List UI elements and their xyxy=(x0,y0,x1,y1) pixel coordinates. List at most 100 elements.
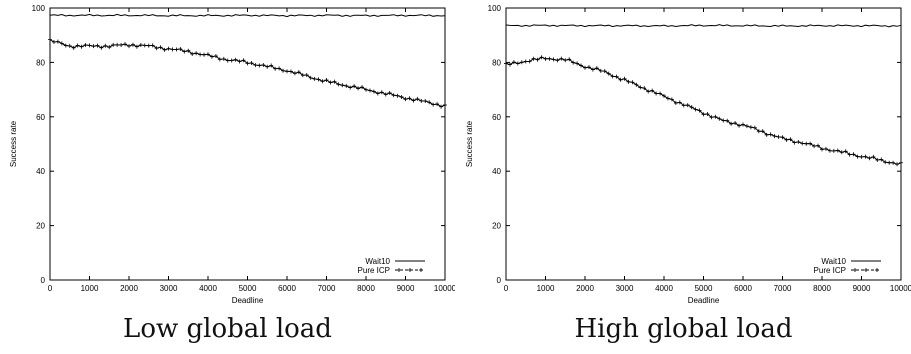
data-point-pure-icp xyxy=(134,44,139,49)
x-tick-label: 0 xyxy=(504,284,509,293)
data-point-pure-icp xyxy=(859,154,864,159)
data-point-pure-icp xyxy=(312,76,317,81)
data-point-pure-icp xyxy=(823,146,828,151)
y-tick-label: 100 xyxy=(488,4,502,13)
data-point-pure-icp xyxy=(55,39,60,44)
data-point-pure-icp xyxy=(887,160,892,165)
data-point-pure-icp xyxy=(563,58,568,63)
data-point-pure-icp xyxy=(792,140,797,145)
data-point-pure-icp xyxy=(316,77,321,82)
x-tick-label: 5000 xyxy=(239,284,257,293)
data-point-pure-icp xyxy=(127,44,131,49)
x-tick-label: 2000 xyxy=(576,284,594,293)
data-point-pure-icp xyxy=(419,98,424,103)
data-point-pure-icp xyxy=(435,102,440,107)
data-point-pure-icp xyxy=(383,92,388,97)
x-tick-label: 5000 xyxy=(695,284,713,293)
data-point-pure-icp xyxy=(202,52,207,57)
data-point-pure-icp xyxy=(178,47,183,52)
data-point-pure-icp xyxy=(575,61,580,66)
data-point-pure-icp xyxy=(744,124,749,129)
data-point-pure-icp xyxy=(146,43,151,48)
y-tick-label: 100 xyxy=(32,4,46,13)
x-tick-label: 1000 xyxy=(537,284,555,293)
data-point-pure-icp xyxy=(863,154,868,159)
x-tick-label: 0 xyxy=(48,284,53,293)
data-point-pure-icp xyxy=(356,86,361,91)
data-point-pure-icp xyxy=(225,58,230,63)
data-point-pure-icp xyxy=(630,80,635,85)
data-point-pure-icp xyxy=(772,134,777,139)
data-point-pure-icp xyxy=(701,112,706,117)
data-point-pure-icp xyxy=(95,43,100,48)
data-point-pure-icp xyxy=(642,86,647,91)
data-point-pure-icp xyxy=(336,82,341,87)
data-point-pure-icp xyxy=(48,37,52,42)
caption-low-load: Low global load xyxy=(123,314,332,344)
x-tick-label: 8000 xyxy=(813,284,831,293)
data-point-pure-icp xyxy=(324,77,329,82)
data-point-pure-icp xyxy=(780,135,785,140)
data-point-pure-icp xyxy=(375,91,380,96)
data-point-pure-icp xyxy=(768,132,773,137)
data-point-pure-icp xyxy=(174,47,179,52)
data-point-pure-icp xyxy=(198,52,203,57)
data-point-pure-icp xyxy=(285,69,289,74)
data-point-pure-icp xyxy=(103,43,108,48)
data-point-pure-icp xyxy=(123,42,128,47)
data-point-pure-icp xyxy=(867,156,872,161)
data-point-pure-icp xyxy=(697,108,702,113)
data-point-pure-icp xyxy=(879,157,884,162)
legend-marker-cross xyxy=(397,268,401,272)
data-point-pure-icp xyxy=(138,43,143,48)
data-point-pure-icp xyxy=(415,96,420,101)
x-tick-label: 2000 xyxy=(120,284,138,293)
data-point-pure-icp xyxy=(352,84,357,89)
data-point-pure-icp xyxy=(729,121,734,126)
legend-label: Pure ICP xyxy=(814,266,846,275)
data-point-pure-icp xyxy=(190,51,195,56)
x-tick-label: 10000 xyxy=(434,284,455,293)
data-point-pure-icp xyxy=(650,88,655,93)
data-point-pure-icp xyxy=(296,70,301,75)
data-point-pure-icp xyxy=(733,120,738,125)
data-point-pure-icp xyxy=(788,137,793,142)
data-point-pure-icp xyxy=(245,61,250,66)
x-tick-label: 6000 xyxy=(734,284,752,293)
data-point-pure-icp xyxy=(705,112,710,117)
data-point-pure-icp xyxy=(507,62,512,67)
data-point-pure-icp xyxy=(206,52,210,57)
x-tick-label: 4000 xyxy=(199,284,217,293)
data-point-pure-icp xyxy=(614,74,619,79)
data-point-pure-icp xyxy=(567,57,572,62)
data-point-pure-icp xyxy=(776,134,781,139)
chart-panel-low-load: 0 1000 2000 3000 4000 5000 6000 7000 8000 9000 100… xyxy=(0,0,455,354)
data-point-pure-icp xyxy=(725,118,730,123)
data-point-pure-icp xyxy=(796,139,801,144)
legend-label: Pure ICP xyxy=(358,266,390,275)
data-point-pure-icp xyxy=(784,137,789,142)
chart-low-load: 0 1000 2000 3000 4000 5000 6000 7000 8000 9000 100… xyxy=(9,4,455,305)
data-point-pure-icp xyxy=(348,85,353,90)
data-point-pure-icp xyxy=(713,114,718,119)
data-point-pure-icp xyxy=(119,43,124,48)
data-point-pure-icp xyxy=(269,63,274,68)
x-axis-label: Deadline xyxy=(232,296,264,305)
data-point-pure-icp xyxy=(752,125,757,130)
data-point-pure-icp xyxy=(166,46,171,51)
data-point-pure-icp xyxy=(150,43,155,48)
data-point-pure-icp xyxy=(241,58,246,63)
y-tick-label: 80 xyxy=(36,58,45,67)
data-point-pure-icp xyxy=(685,103,690,108)
data-point-pure-icp xyxy=(395,93,400,98)
x-tick-label: 9000 xyxy=(853,284,871,293)
data-point-pure-icp xyxy=(602,69,607,74)
data-point-pure-icp xyxy=(209,54,214,59)
data-point-pure-icp xyxy=(895,162,900,167)
y-tick-label: 60 xyxy=(492,113,501,122)
x-tick-label: 9000 xyxy=(397,284,415,293)
y-tick-label: 20 xyxy=(492,222,501,231)
legend-label: Wait10 xyxy=(821,257,846,266)
data-point-pure-icp xyxy=(634,82,639,87)
data-point-pure-icp xyxy=(83,42,88,47)
